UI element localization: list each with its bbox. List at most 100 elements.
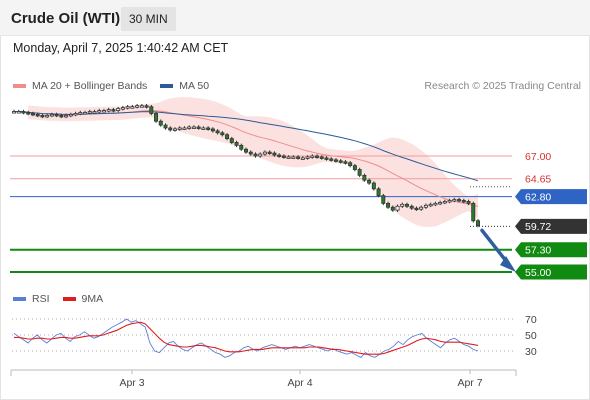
candle-body	[30, 113, 35, 116]
candle-body	[225, 134, 230, 140]
price-label-3: 59.72	[515, 218, 587, 234]
candle-body	[206, 127, 211, 130]
candle-body	[239, 144, 244, 150]
candle-body	[139, 105, 144, 108]
x-tick-label-2: Apr 7	[457, 377, 482, 389]
candle-body	[296, 156, 301, 159]
price-label-bg-5	[515, 264, 587, 280]
candle-body	[428, 203, 433, 207]
candle-body	[367, 179, 372, 184]
candle-body	[116, 108, 121, 111]
candle-body	[243, 148, 248, 153]
candle-body	[419, 206, 424, 210]
candle-body	[149, 106, 154, 114]
candle-body	[352, 165, 357, 170]
rsi-swatch-icon	[13, 297, 26, 301]
candle-body	[300, 157, 305, 160]
candle-body	[191, 126, 196, 129]
candle-body	[248, 151, 253, 155]
candle-body	[16, 111, 21, 114]
candle-body	[357, 169, 362, 176]
candle-body	[267, 151, 272, 155]
candle-body	[120, 107, 125, 110]
price-label-0: 67.00	[525, 151, 551, 163]
candle-body	[253, 153, 258, 157]
candle-body	[343, 161, 348, 164]
candle-body	[154, 113, 159, 122]
candle-body	[471, 202, 476, 222]
price-label-text-4: 57.30	[525, 245, 551, 257]
candle-body	[324, 157, 329, 160]
candle-body	[49, 114, 54, 117]
candle-body	[168, 127, 173, 131]
candle-body	[395, 205, 400, 211]
candle-body	[262, 151, 267, 155]
candle-body	[286, 156, 291, 159]
candle-body	[371, 182, 376, 190]
candle-body	[196, 126, 201, 129]
candle-body	[26, 112, 31, 115]
candle-body	[461, 200, 466, 203]
candle-body	[54, 114, 59, 117]
candle-body	[281, 155, 286, 158]
candle-body	[158, 120, 163, 126]
interval-button[interactable]: 30 MIN	[121, 7, 176, 31]
candle-body	[433, 202, 438, 206]
price-label-5: 55.00	[515, 264, 587, 280]
candle-body	[447, 200, 452, 203]
legend-rsi: RSI	[13, 293, 50, 305]
candle-body	[409, 205, 414, 209]
candle-body	[201, 127, 206, 130]
candle-body	[182, 127, 187, 130]
candle-body	[305, 156, 310, 159]
candle-body	[310, 155, 315, 158]
candle-body	[163, 124, 168, 129]
candle-body	[59, 115, 64, 118]
candle-body	[111, 109, 116, 112]
ma50-line	[14, 111, 479, 182]
candle-body	[348, 162, 353, 167]
candle-body	[144, 105, 149, 108]
candle-body	[442, 201, 447, 204]
candle-body	[101, 110, 106, 113]
price-label-text-0: 67.00	[525, 151, 551, 163]
candle-body	[329, 158, 334, 161]
candle-body	[78, 112, 83, 115]
candle-body	[466, 201, 471, 204]
candle-body	[272, 152, 277, 156]
candle-body	[135, 105, 140, 108]
candle-body	[423, 204, 428, 208]
legend-rsi-label: RSI	[32, 293, 50, 305]
candle-body	[277, 154, 282, 157]
legend-ma50-label: MA 50	[179, 80, 210, 92]
bollinger-band-area	[28, 97, 478, 227]
candle-body	[172, 128, 177, 131]
candle-body	[414, 207, 419, 211]
candle-body	[229, 138, 234, 143]
candle-body	[220, 132, 225, 136]
candle-body	[333, 159, 338, 162]
candle-body	[106, 109, 111, 112]
price-label-bg-2	[515, 189, 587, 205]
candle-body	[404, 203, 409, 207]
candle-body	[386, 202, 391, 208]
candle-body	[40, 115, 45, 118]
candle-body	[390, 206, 395, 211]
candle-body	[87, 111, 92, 114]
price-label-bg-3	[515, 218, 587, 234]
candle-body	[73, 113, 78, 116]
bollinger-swatch-icon	[13, 84, 26, 88]
candle-body	[210, 128, 215, 132]
candle-body	[457, 199, 462, 202]
candle-body	[376, 188, 381, 197]
candle-body	[315, 155, 320, 158]
legend-bollinger-label: MA 20 + Bollinger Bands	[32, 80, 148, 92]
candle-body	[187, 126, 192, 129]
candle-body	[475, 220, 480, 226]
price-label-1: 64.65	[525, 174, 551, 186]
rsi-series-9ma-line	[14, 321, 479, 355]
candle-body	[177, 127, 182, 130]
candle-body	[21, 111, 26, 114]
candle-body	[125, 106, 130, 109]
